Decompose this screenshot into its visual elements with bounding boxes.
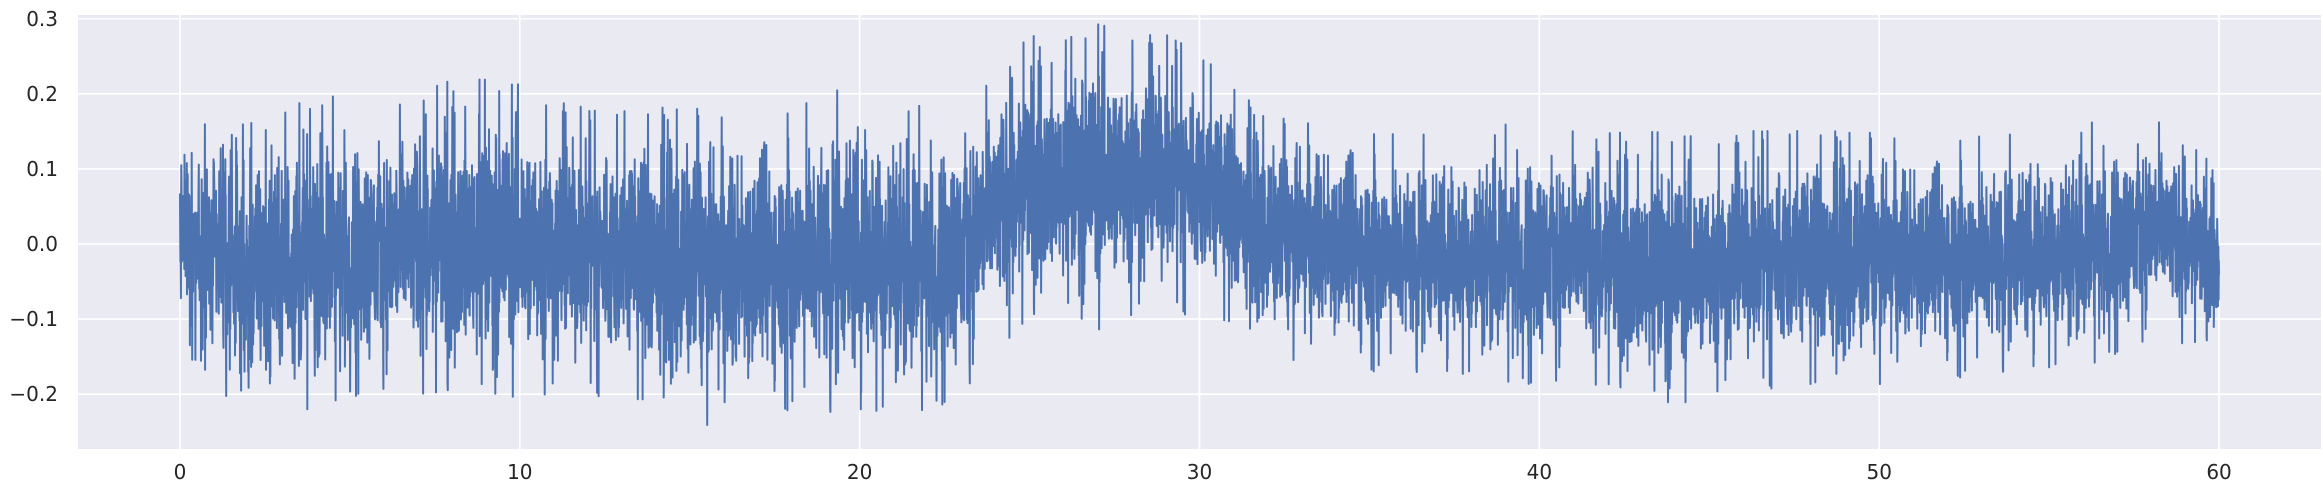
y-tick-label: −0.1	[9, 307, 58, 331]
signal-line	[179, 23, 2220, 426]
x-tick-label: 20	[847, 460, 872, 484]
x-tick-label: 60	[2206, 460, 2231, 484]
series-layer	[179, 23, 2220, 426]
x-tick-label: 30	[1187, 460, 1212, 484]
y-tick-label: 0.3	[26, 7, 58, 31]
tick-layer: 0 10 20 30 40 50 60 −0.2 −0.1 0.0 0.1 0.2 0.3	[9, 7, 2231, 484]
y-tick-label: 0.0	[26, 232, 58, 256]
y-tick-label: 0.2	[26, 82, 58, 106]
x-tick-label: 10	[507, 460, 532, 484]
x-tick-label: 50	[1866, 460, 1891, 484]
y-tick-label: 0.1	[26, 157, 58, 181]
x-tick-label: 40	[1527, 460, 1552, 484]
y-tick-label: −0.2	[9, 382, 58, 406]
x-tick-label: 0	[174, 460, 187, 484]
